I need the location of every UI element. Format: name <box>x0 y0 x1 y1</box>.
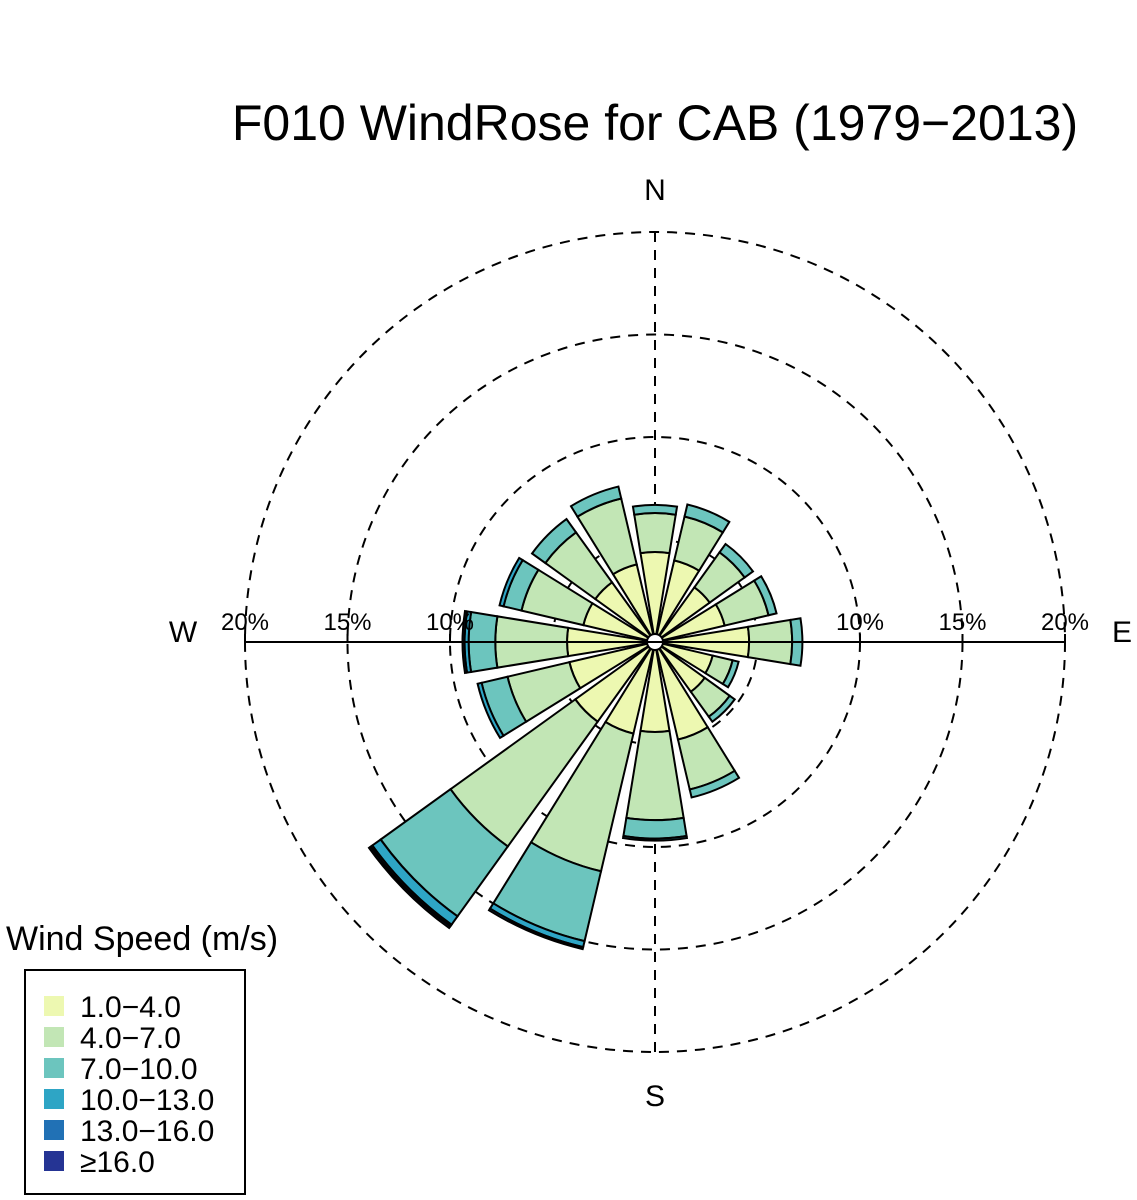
windrose-segment-sse-2 <box>688 769 741 799</box>
legend-swatch <box>44 996 64 1016</box>
legend-swatch <box>44 1089 64 1109</box>
legend-label: 13.0−16.0 <box>80 1115 214 1148</box>
legend-title: Wind Speed (m/s) <box>6 920 278 958</box>
windrose-bars <box>367 485 804 951</box>
legend-swatch <box>44 1058 64 1078</box>
legend-label: 7.0−10.0 <box>80 1053 198 1086</box>
windrose-segment-sw-5 <box>367 845 452 930</box>
windrose-segment-s-2 <box>622 816 688 840</box>
axis-tick-label: 15% <box>323 609 371 636</box>
windrose-segment-ssw-4 <box>487 907 585 951</box>
windrose-segment-ene-2 <box>752 574 778 617</box>
windrose-segment-nnw-2 <box>569 485 623 519</box>
axis-tick-label: 20% <box>1041 609 1089 636</box>
legend-label: 10.0−13.0 <box>80 1084 214 1117</box>
legend-items: 1.0−4.04.0−7.07.0−10.010.0−13.013.0−16.0… <box>44 991 214 1179</box>
legend-label: 1.0−4.0 <box>80 991 181 1024</box>
axis-tick-label: 15% <box>938 609 986 636</box>
windrose-segment-nw-2 <box>530 517 578 565</box>
windrose-segment-ne-2 <box>718 542 755 579</box>
legend-label: ≥16.0 <box>80 1146 155 1179</box>
windrose-segment-wnw-3 <box>498 556 525 608</box>
compass-label-n: N <box>644 174 666 207</box>
windrose-segment-s-1 <box>625 729 685 822</box>
legend-swatch <box>44 1120 64 1140</box>
windrose-segment-nne-2 <box>683 503 731 534</box>
compass-label-w: W <box>169 616 198 649</box>
windrose-segment-ese-2 <box>721 659 740 689</box>
windrose-segment-s-3 <box>621 834 689 842</box>
axis-tick-label: 10% <box>426 609 474 636</box>
windrose-segment-w-4 <box>461 609 469 675</box>
windrose-segment-se-2 <box>707 694 737 724</box>
windrose-segment-wsw-3 <box>476 681 505 740</box>
windrose-segment-n-1 <box>633 512 677 555</box>
axis-tick-label: 10% <box>836 609 884 636</box>
compass-label-e: E <box>1112 616 1132 649</box>
legend-swatch <box>44 1151 64 1171</box>
compass-label-s: S <box>645 1080 665 1113</box>
axis-tick-label: 20% <box>221 609 269 636</box>
chart-title: F010 WindRose for CAB (1979−2013) <box>232 95 1078 151</box>
legend-label: 4.0−7.0 <box>80 1022 181 1055</box>
windrose-segment-n-2 <box>631 503 679 516</box>
radial-axis: 10% 15% 20% 10% 15% 20% <box>221 609 1089 643</box>
legend-swatch <box>44 1027 64 1047</box>
